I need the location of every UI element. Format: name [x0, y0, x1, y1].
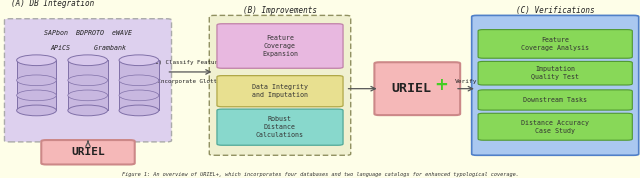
FancyBboxPatch shape: [217, 76, 343, 107]
Text: Feature
Coverage Analysis: Feature Coverage Analysis: [521, 37, 589, 51]
Ellipse shape: [119, 55, 159, 66]
Ellipse shape: [17, 90, 56, 101]
FancyBboxPatch shape: [478, 61, 632, 85]
FancyBboxPatch shape: [17, 60, 56, 110]
Ellipse shape: [17, 55, 56, 66]
Text: URIEL: URIEL: [391, 82, 431, 95]
Text: 1) Classify Features: 1) Classify Features: [156, 60, 225, 65]
Ellipse shape: [68, 105, 108, 116]
FancyBboxPatch shape: [478, 90, 632, 110]
Text: +: +: [435, 76, 449, 94]
FancyBboxPatch shape: [478, 113, 632, 140]
Ellipse shape: [119, 90, 159, 101]
FancyBboxPatch shape: [217, 109, 343, 145]
Text: APiCS      Grambank: APiCS Grambank: [50, 45, 126, 51]
FancyBboxPatch shape: [41, 140, 135, 164]
Ellipse shape: [17, 75, 56, 86]
FancyBboxPatch shape: [68, 60, 108, 110]
Ellipse shape: [119, 105, 159, 116]
FancyBboxPatch shape: [4, 19, 172, 142]
Text: (C) Verifications: (C) Verifications: [516, 6, 595, 15]
FancyBboxPatch shape: [478, 30, 632, 58]
Text: (B) Improvements: (B) Improvements: [243, 6, 317, 15]
Text: SAPbon  BDPROTO  eWAVE: SAPbon BDPROTO eWAVE: [44, 30, 132, 36]
Ellipse shape: [119, 75, 159, 86]
Text: Robust
Distance
Calculations: Robust Distance Calculations: [256, 116, 304, 138]
Text: Figure 1: An overview of URIEL+, which incorporates four databases and two langu: Figure 1: An overview of URIEL+, which i…: [122, 172, 518, 177]
Ellipse shape: [68, 55, 108, 66]
Text: URIEL: URIEL: [71, 147, 105, 157]
Text: Distance Accuracy
Case Study: Distance Accuracy Case Study: [521, 120, 589, 134]
Text: (A) DB Integration: (A) DB Integration: [11, 0, 94, 8]
Ellipse shape: [68, 75, 108, 86]
Ellipse shape: [68, 90, 108, 101]
Text: Data Integrity
and Imputation: Data Integrity and Imputation: [252, 84, 308, 98]
Text: Feature
Coverage
Expansion: Feature Coverage Expansion: [262, 35, 298, 57]
FancyBboxPatch shape: [472, 15, 639, 155]
FancyBboxPatch shape: [119, 60, 159, 110]
Text: Downstream Tasks: Downstream Tasks: [524, 97, 588, 103]
Text: Verify: Verify: [454, 79, 477, 84]
FancyBboxPatch shape: [217, 24, 343, 68]
Text: Imputation
Quality Test: Imputation Quality Test: [531, 66, 579, 80]
Ellipse shape: [17, 105, 56, 116]
FancyBboxPatch shape: [374, 62, 460, 115]
Text: 2) Incorporate Glottocode: 2) Incorporate Glottocode: [147, 79, 234, 84]
FancyBboxPatch shape: [209, 15, 351, 155]
